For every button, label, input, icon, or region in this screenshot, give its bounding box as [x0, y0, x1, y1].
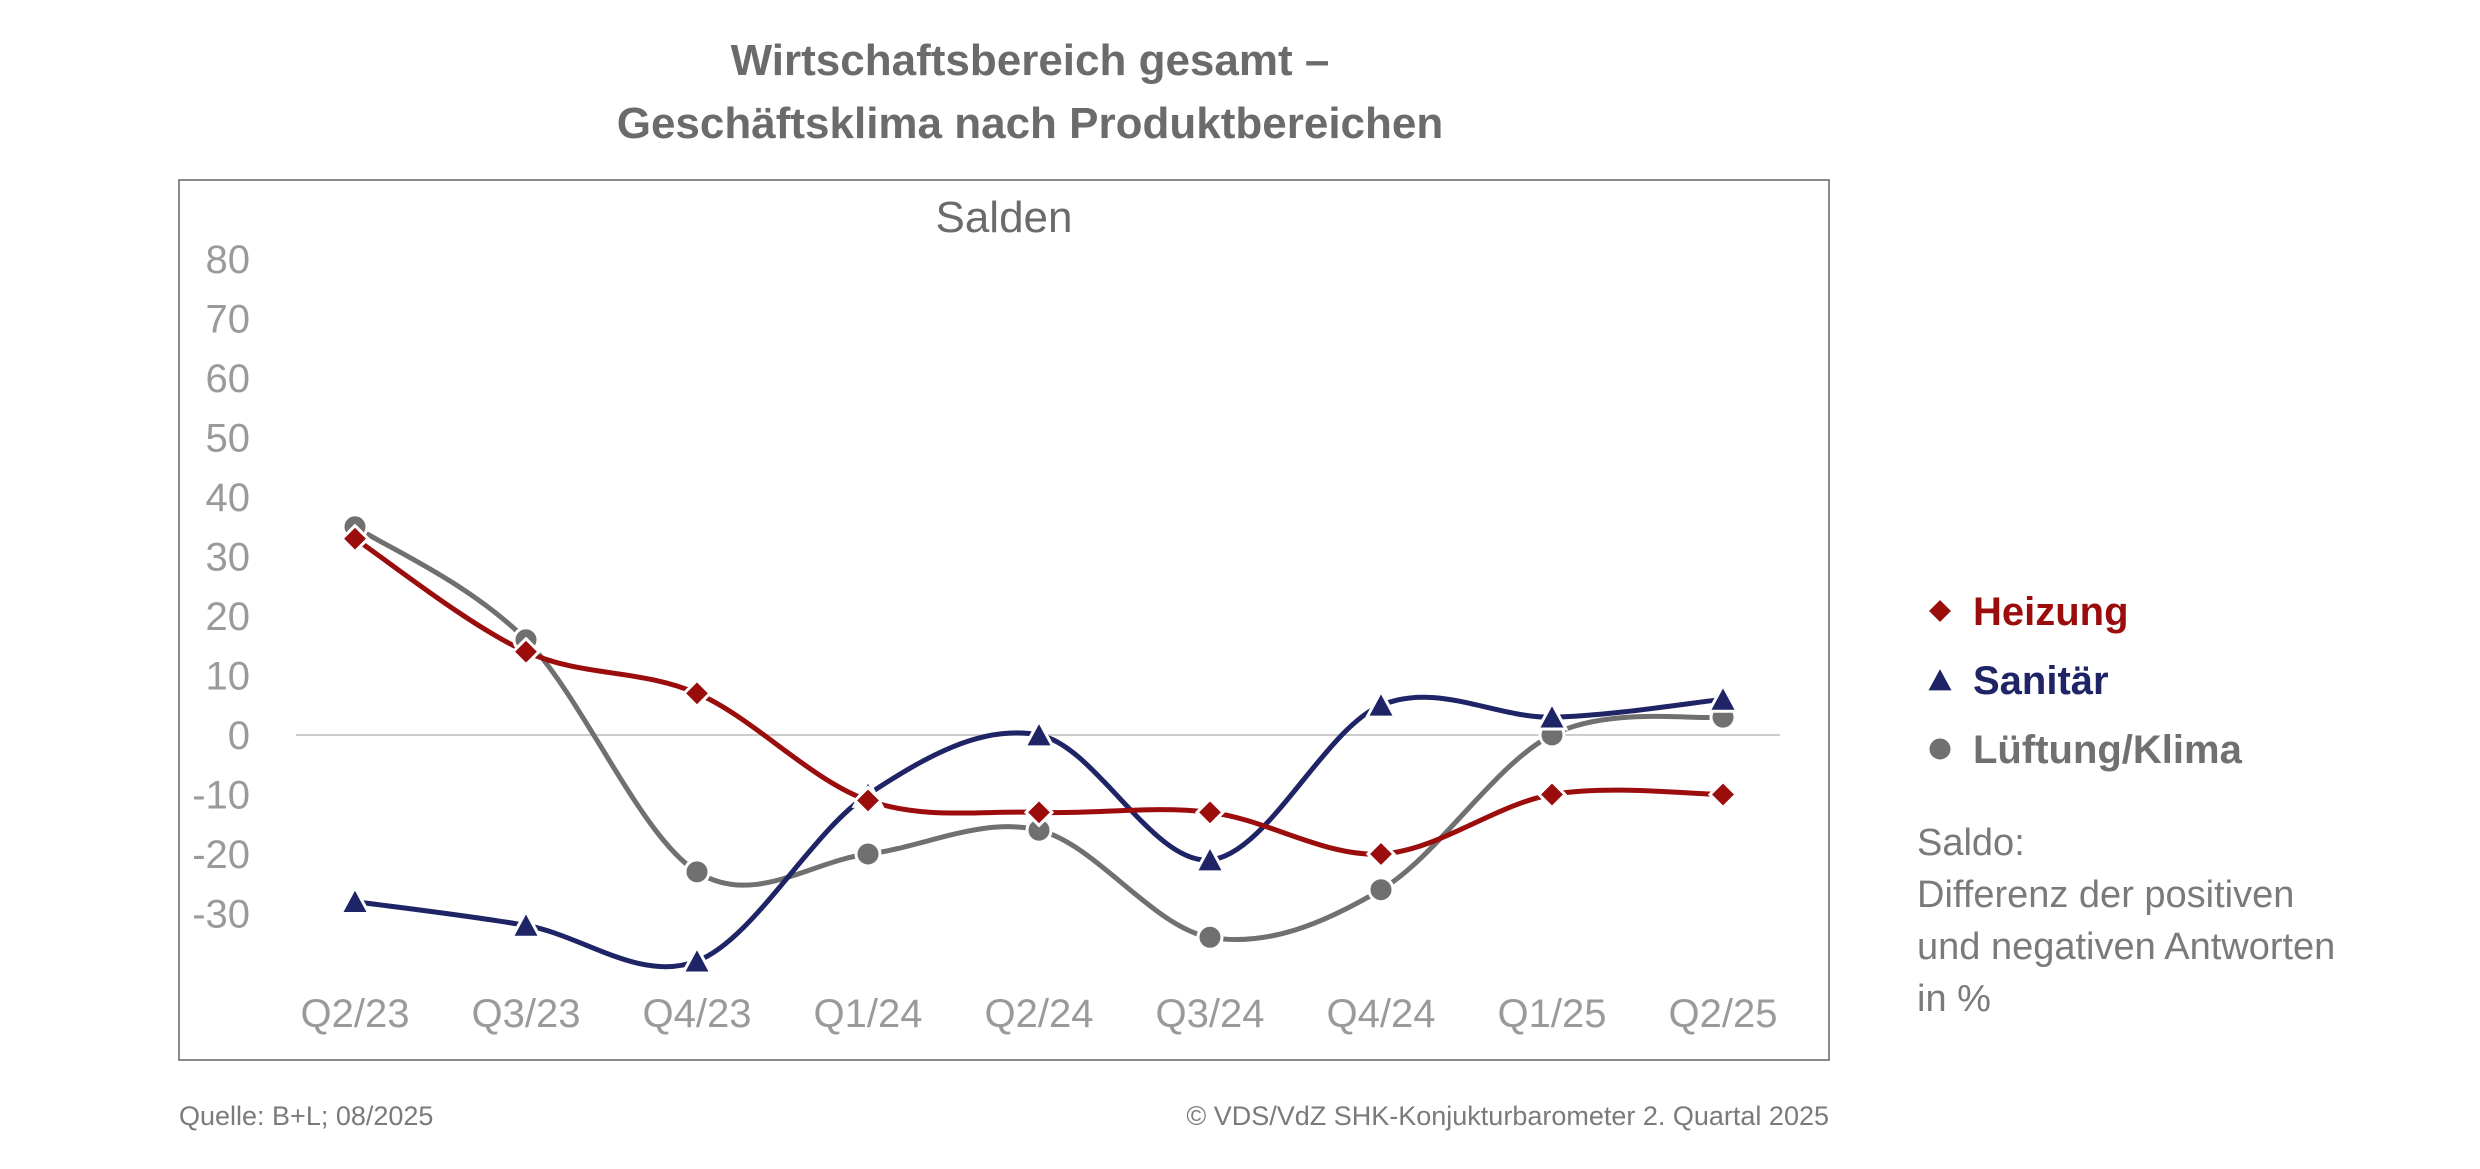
note-line-3: und negativen Antworten [1917, 926, 2335, 968]
data-point-heizung [510, 636, 542, 667]
data-point-heizung [1365, 838, 1397, 870]
legend-marker-l-ftung-klima [1926, 735, 1954, 763]
note-line-2: Differenz der positiven [1917, 874, 2294, 916]
copyright-text: © VDS/VdZ SHK-Konjukturbarometer 2. Quar… [1186, 1101, 1829, 1131]
data-point-sanit-r [1364, 688, 1398, 719]
data-point-heizung [339, 523, 371, 554]
x-tick-label: Q1/25 [1498, 992, 1607, 1036]
x-tick-label: Q3/24 [1156, 992, 1265, 1036]
legend-marker-sanit-r [1923, 662, 1957, 694]
x-tick-label: Q2/23 [301, 992, 410, 1036]
chart-subtitle: Salden [935, 193, 1072, 242]
y-tick-label: 50 [206, 417, 251, 461]
legend-marker-heizung [1924, 595, 1956, 627]
data-point-l-ftung-klima [683, 858, 711, 886]
note-line-1: Saldo: [1917, 822, 2025, 864]
x-tick-label: Q3/23 [472, 992, 581, 1036]
data-point-l-ftung-klima [1196, 923, 1224, 951]
legend-label-sanit-r: Sanitär [1973, 659, 2109, 703]
y-tick-label: 40 [206, 476, 251, 520]
y-tick-label: 20 [206, 595, 251, 639]
data-point-heizung [852, 785, 884, 816]
data-point-heizung [1023, 797, 1055, 828]
chart-title-line2: Geschäftsklima nach Produktbereichen [617, 99, 1444, 148]
chart-title-line1: Wirtschaftsbereich gesamt – [731, 36, 1330, 85]
y-tick-label: 70 [206, 298, 251, 342]
plot-frame [178, 179, 1830, 1061]
legend: Heizung Sanitär Lüftung/Klima [1923, 590, 2243, 772]
y-tick-label: 30 [206, 536, 251, 580]
note-line-4: in % [1917, 978, 1991, 1020]
data-point-heizung [1536, 779, 1568, 810]
data-point-sanit-r [509, 908, 543, 939]
y-tick-label: 80 [206, 238, 251, 282]
source-text: Quelle: B+L; 08/2025 [179, 1101, 433, 1131]
data-point-heizung [681, 678, 713, 709]
data-point-sanit-r [1193, 842, 1227, 874]
data-point-sanit-r [338, 884, 372, 915]
data-point-l-ftung-klima [854, 840, 882, 868]
data-point-heizung [1194, 797, 1226, 828]
x-tick-label: Q4/23 [643, 992, 752, 1036]
data-point-heizung [1707, 779, 1739, 810]
y-tick-label: 0 [228, 714, 250, 758]
x-tick-label: Q2/24 [985, 992, 1094, 1036]
x-tick-label: Q2/25 [1669, 992, 1778, 1036]
y-tick-label: 60 [206, 357, 251, 401]
data-point-sanit-r [1022, 717, 1056, 749]
y-tick-label: -30 [192, 893, 250, 937]
data-point-sanit-r [1535, 699, 1569, 731]
x-tick-label: Q4/24 [1327, 992, 1436, 1036]
legend-label-l-ftung-klima: Lüftung/Klima [1973, 728, 2243, 772]
y-axis-ticks: 80 70 60 50 40 30 20 10 0 -10 -20 -30 [192, 238, 250, 937]
x-tick-label: Q1/24 [814, 992, 923, 1036]
y-tick-label: -20 [192, 833, 250, 877]
x-axis-ticks: Q2/23 Q3/23 Q4/23 Q1/24 Q2/24 Q3/24 Q4/24 Q1/25… [301, 992, 1778, 1036]
data-point-sanit-r [680, 943, 714, 975]
series-markers [338, 513, 1740, 975]
y-tick-label: 10 [206, 655, 251, 699]
data-point-l-ftung-klima [1367, 876, 1395, 904]
legend-label-heizung: Heizung [1973, 590, 2129, 634]
y-tick-label: -10 [192, 774, 250, 818]
data-point-sanit-r [1706, 682, 1740, 713]
